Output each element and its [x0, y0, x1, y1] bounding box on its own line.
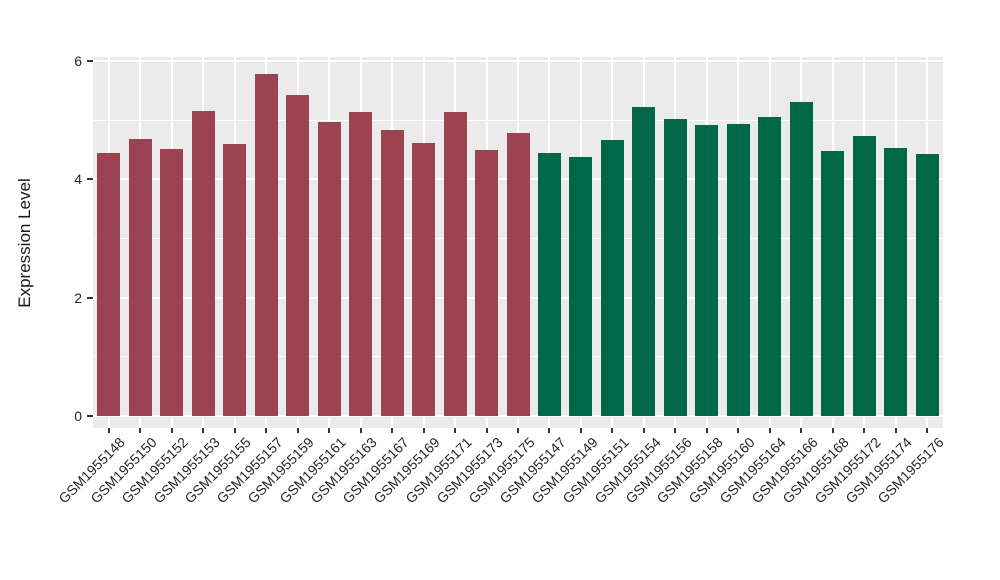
bar-GSM1955158 [695, 124, 719, 416]
bar-GSM1955174 [884, 147, 908, 416]
x-tick-GSM1955169 [422, 428, 425, 433]
x-tick-GSM1955171 [454, 428, 457, 433]
x-tick-GSM1955166 [800, 428, 803, 433]
x-tick-GSM1955153 [202, 428, 205, 433]
x-tick-GSM1955174 [894, 428, 897, 433]
bar-GSM1955175 [506, 133, 530, 416]
x-tick-GSM1955168 [831, 428, 834, 433]
x-tick-GSM1955154 [642, 428, 645, 433]
bar-GSM1955156 [663, 118, 687, 416]
bar-GSM1955151 [600, 140, 624, 416]
x-tick-GSM1955172 [863, 428, 866, 433]
x-tick-GSM1955163 [359, 428, 362, 433]
x-tick-GSM1955161 [328, 428, 331, 433]
x-tick-GSM1955173 [485, 428, 488, 433]
y-tick-2 [87, 296, 93, 299]
y-tick-label-2: 2 [74, 289, 82, 306]
x-tick-GSM1955175 [517, 428, 519, 433]
bar-GSM1955147 [537, 152, 561, 416]
x-tick-GSM1955152 [170, 428, 173, 433]
bar-GSM1955161 [317, 121, 341, 416]
bar-GSM1955168 [821, 150, 845, 416]
bar-GSM1955173 [475, 149, 499, 416]
y-tick-label-4: 4 [74, 171, 82, 188]
bar-GSM1955153 [191, 111, 215, 416]
x-tick-GSM1955148 [107, 428, 110, 433]
x-tick-GSM1955155 [233, 428, 236, 433]
bar-GSM1955163 [349, 111, 373, 416]
plot-panel [93, 57, 943, 428]
x-tick-GSM1955150 [139, 428, 142, 433]
x-tick-GSM1955159 [296, 428, 299, 433]
bar-GSM1955154 [632, 107, 656, 416]
bar-GSM1955171 [443, 111, 467, 416]
bar-GSM1955152 [160, 149, 184, 416]
bar-GSM1955157 [254, 74, 278, 416]
bar-GSM1955169 [412, 143, 436, 416]
x-tick-GSM1955176 [926, 428, 929, 433]
bar-GSM1955172 [852, 136, 876, 416]
x-tick-GSM1955156 [674, 428, 677, 433]
y-tick-6 [87, 59, 93, 62]
bar-GSM1955159 [286, 95, 310, 416]
bar-GSM1955150 [128, 139, 152, 416]
y-tick-4 [87, 178, 93, 181]
bar-GSM1955148 [97, 152, 121, 416]
bar-GSM1955160 [726, 124, 750, 416]
x-tick-GSM1955158 [705, 428, 708, 433]
bar-GSM1955155 [223, 143, 247, 416]
bar-GSM1955176 [915, 153, 939, 416]
y-tick-0 [87, 415, 93, 417]
y-tick-label-0: 0 [74, 408, 82, 424]
y-axis-title: Expression Level [15, 178, 34, 308]
x-tick-GSM1955160 [737, 428, 740, 433]
x-tick-GSM1955151 [611, 428, 614, 433]
bar-GSM1955164 [758, 117, 782, 416]
bar-GSM1955167 [380, 130, 404, 416]
bar-GSM1955166 [789, 101, 813, 416]
x-tick-GSM1955164 [768, 428, 771, 433]
x-tick-GSM1955147 [548, 428, 551, 433]
y-tick-label-6: 6 [74, 52, 82, 69]
bar-GSM1955149 [569, 156, 593, 416]
x-tick-GSM1955157 [265, 428, 268, 433]
x-tick-GSM1955167 [391, 428, 394, 433]
x-tick-GSM1955149 [579, 428, 582, 433]
